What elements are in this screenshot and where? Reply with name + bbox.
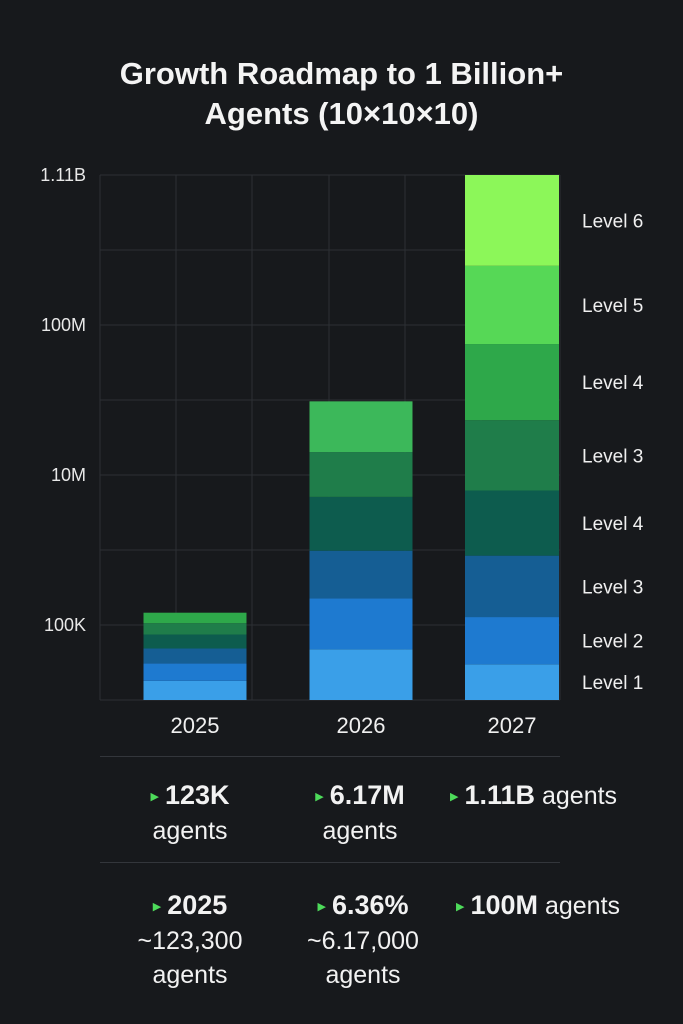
- y-tick-label: 10M: [51, 465, 86, 485]
- segment-label: Level 5: [582, 296, 643, 317]
- stat-value: 2025: [167, 890, 228, 920]
- bar-segment: [465, 555, 559, 618]
- bar-segment: [465, 490, 559, 556]
- stat-100m: ▶ 100M agents: [456, 888, 671, 924]
- bar-segment: [309, 401, 413, 453]
- bar-segment: [143, 680, 247, 700]
- stat-value: 6.36%: [331, 890, 409, 920]
- stat-2026-detail: ▶ 6.36% ~6.17,000 agents: [278, 888, 448, 992]
- stats-divider-top: [100, 756, 560, 757]
- bar-segment: [143, 623, 247, 635]
- triangle-bullet-icon: ▶: [456, 901, 465, 914]
- bar-segment: [465, 265, 559, 345]
- stat-2025-total: ▶ 123K agents: [110, 778, 270, 848]
- x-category-label: 2025: [171, 713, 220, 738]
- bar-segment: [465, 344, 559, 421]
- y-tick-label: 1.11B: [40, 165, 86, 185]
- bar-segment: [309, 550, 413, 599]
- stat-2025-detail: ▶ 2025 ~123,300 agents: [105, 888, 275, 992]
- segment-label: Level 2: [582, 632, 643, 653]
- chart-title: Growth Roadmap to 1 Billion+ Agents (10×…: [0, 54, 683, 134]
- stat-unit: agents: [325, 961, 401, 990]
- stat-2027-total: ▶ 1.11B agents: [450, 778, 660, 814]
- stat-unit: agents: [544, 892, 621, 920]
- stat-approx: ~123,300: [137, 927, 243, 956]
- x-category-label: 2027: [488, 713, 537, 738]
- bar-segment: [143, 612, 247, 624]
- bar-segment: [143, 648, 247, 664]
- y-tick-label: 100K: [44, 615, 86, 635]
- segment-label: Level 3: [582, 446, 643, 467]
- stat-value: 1.11B: [464, 780, 536, 810]
- x-axis-category-labels: 2025 2026 2027: [171, 713, 537, 738]
- chart-title-line-2: Agents (10×10×10): [204, 96, 479, 131]
- bar-segment: [143, 663, 247, 681]
- bar-segment: [309, 598, 413, 650]
- triangle-bullet-icon: ▶: [315, 791, 324, 804]
- triangle-bullet-icon: ▶: [450, 791, 459, 804]
- stat-unit: agents: [152, 961, 228, 990]
- stats-divider-middle: [100, 862, 560, 863]
- bar-segment: [309, 649, 413, 700]
- stat-2026-total: ▶ 6.17M agents: [280, 778, 440, 848]
- bar-segment: [465, 175, 559, 266]
- stat-unit: agents: [541, 782, 618, 810]
- stat-value: 123K: [164, 780, 230, 810]
- bar-segment: [465, 617, 559, 665]
- bar-segment: [465, 420, 559, 491]
- segment-label: Level 3: [582, 577, 643, 598]
- bar-segment: [465, 664, 559, 700]
- triangle-bullet-icon: ▶: [150, 791, 159, 804]
- bar-segment: [309, 452, 413, 497]
- bar-segment: [143, 634, 247, 649]
- segment-label: Level 1: [582, 673, 643, 694]
- segment-label: Level 4: [582, 373, 644, 394]
- triangle-bullet-icon: ▶: [152, 901, 162, 914]
- segment-label: Level 6: [582, 211, 643, 232]
- segment-label: Level 4: [582, 514, 644, 535]
- y-axis-tick-labels: 1.11B 100M 10M 100K: [40, 165, 86, 635]
- segment-level-labels: Level 6 Level 5 Level 4 Level 3 Level 4 Level…: [582, 211, 644, 694]
- triangle-bullet-icon: ▶: [317, 901, 326, 914]
- chart-bars: [143, 175, 559, 700]
- bar-segment: [309, 496, 413, 551]
- x-category-label: 2026: [337, 713, 386, 738]
- chart-title-line-1: Growth Roadmap to 1 Billion+: [119, 56, 564, 91]
- stat-value: 100M: [470, 890, 539, 920]
- stat-unit: agents: [322, 817, 398, 846]
- stat-value: 6.17M: [329, 780, 405, 810]
- stat-unit: agents: [152, 817, 228, 846]
- stat-approx: ~6.17,000: [307, 927, 419, 956]
- y-tick-label: 100M: [41, 315, 86, 335]
